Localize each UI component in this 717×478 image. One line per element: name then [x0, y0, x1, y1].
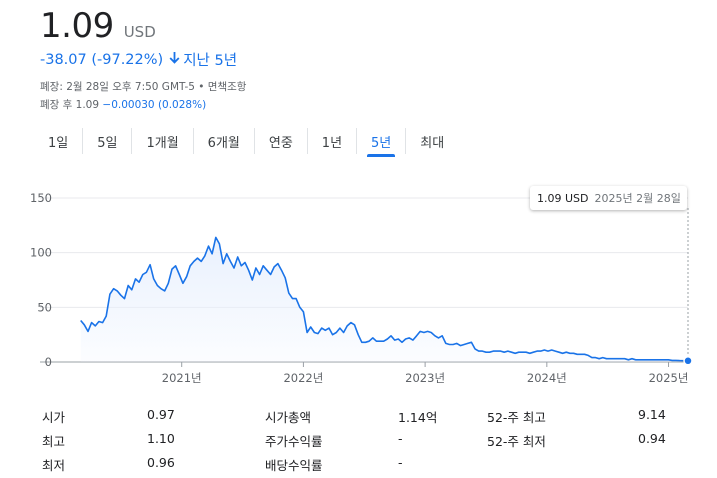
stat-label-market-cap: 시가총액	[265, 410, 312, 425]
stat-value-high: 1.10	[147, 431, 175, 446]
stat-value-low: 0.96	[147, 455, 175, 470]
tab-1y[interactable]: 1년	[308, 128, 358, 154]
stat-label-open: 시가	[42, 410, 66, 425]
x-tick-label: 2023년	[405, 371, 445, 385]
tooltip-value: 1.09 USD	[537, 191, 589, 205]
price-chart[interactable]: 150 100 50 0 2021년 2022년 2023년 2024년 2025년	[0, 180, 717, 390]
change-period: 지난 5년	[183, 53, 238, 69]
price-header: 1.09 USD	[40, 6, 156, 46]
tab-5y[interactable]: 5년	[357, 128, 407, 157]
x-tick-label: 2024년	[527, 371, 567, 385]
y-tick-label: 50	[37, 300, 52, 314]
price-line	[80, 236, 689, 362]
x-tick-label: 2021년	[162, 371, 202, 385]
after-hours-info: 폐장 후 1.09 −0.00030 (0.028%)	[40, 97, 206, 112]
tab-ytd[interactable]: 연중	[255, 128, 308, 154]
after-hours-label: 폐장 후 1.09	[40, 99, 100, 111]
after-hours-change: −0.00030 (0.028%)	[102, 99, 207, 111]
x-tick-label: 2025년	[649, 371, 689, 385]
y-tick-label: 150	[30, 191, 52, 205]
stat-value-open: 0.97	[147, 407, 175, 422]
tab-6m[interactable]: 6개월	[194, 128, 255, 154]
stat-label-52w-high: 52-주 최고	[487, 410, 546, 425]
stat-value-52w-high: 9.14	[638, 407, 666, 422]
stat-label-dividend-yield: 배당수익률	[265, 458, 323, 473]
stat-value-dividend-yield: -	[398, 455, 403, 470]
current-price: 1.09	[40, 6, 114, 46]
y-tick-label: 0	[45, 355, 52, 369]
stats-table: 시가 0.97 최고 1.10 최저 0.96 시가총액 1.14억 주가수익률…	[0, 400, 717, 478]
currency-label: USD	[123, 23, 156, 41]
current-point-marker	[683, 356, 693, 366]
price-change-row: -38.07 (-97.22%) 지난 5년	[40, 49, 237, 70]
tooltip-date: 2025년 2월 28일	[594, 192, 681, 205]
price-change: -38.07 (-97.22%)	[40, 51, 164, 68]
arrow-down-icon	[169, 51, 180, 68]
tab-max[interactable]: 최대	[420, 135, 445, 151]
tab-1m[interactable]: 1개월	[132, 128, 194, 154]
stat-label-high: 최고	[42, 434, 66, 449]
range-tabs: 1일 5일 1개월 6개월 연중 1년 5년 최대	[34, 128, 458, 157]
stat-value-pe-ratio: -	[398, 431, 403, 446]
tab-1d[interactable]: 1일	[34, 128, 84, 154]
y-tick-label: 100	[30, 246, 52, 260]
stat-value-market-cap: 1.14억	[398, 410, 438, 425]
close-info: 폐장: 2월 28일 오후 7:50 GMT-5 • 면책조항	[40, 81, 247, 93]
tab-5d[interactable]: 5일	[83, 128, 133, 154]
chart-tooltip: 1.09 USD 2025년 2월 28일	[530, 186, 687, 210]
stat-label-low: 최저	[42, 458, 66, 473]
x-tick-label: 2022년	[283, 371, 323, 385]
price-area-fill	[80, 237, 688, 362]
stat-value-52w-low: 0.94	[638, 431, 666, 446]
stat-label-52w-low: 52-주 최저	[487, 434, 546, 449]
stat-label-pe-ratio: 주가수익률	[265, 434, 323, 449]
